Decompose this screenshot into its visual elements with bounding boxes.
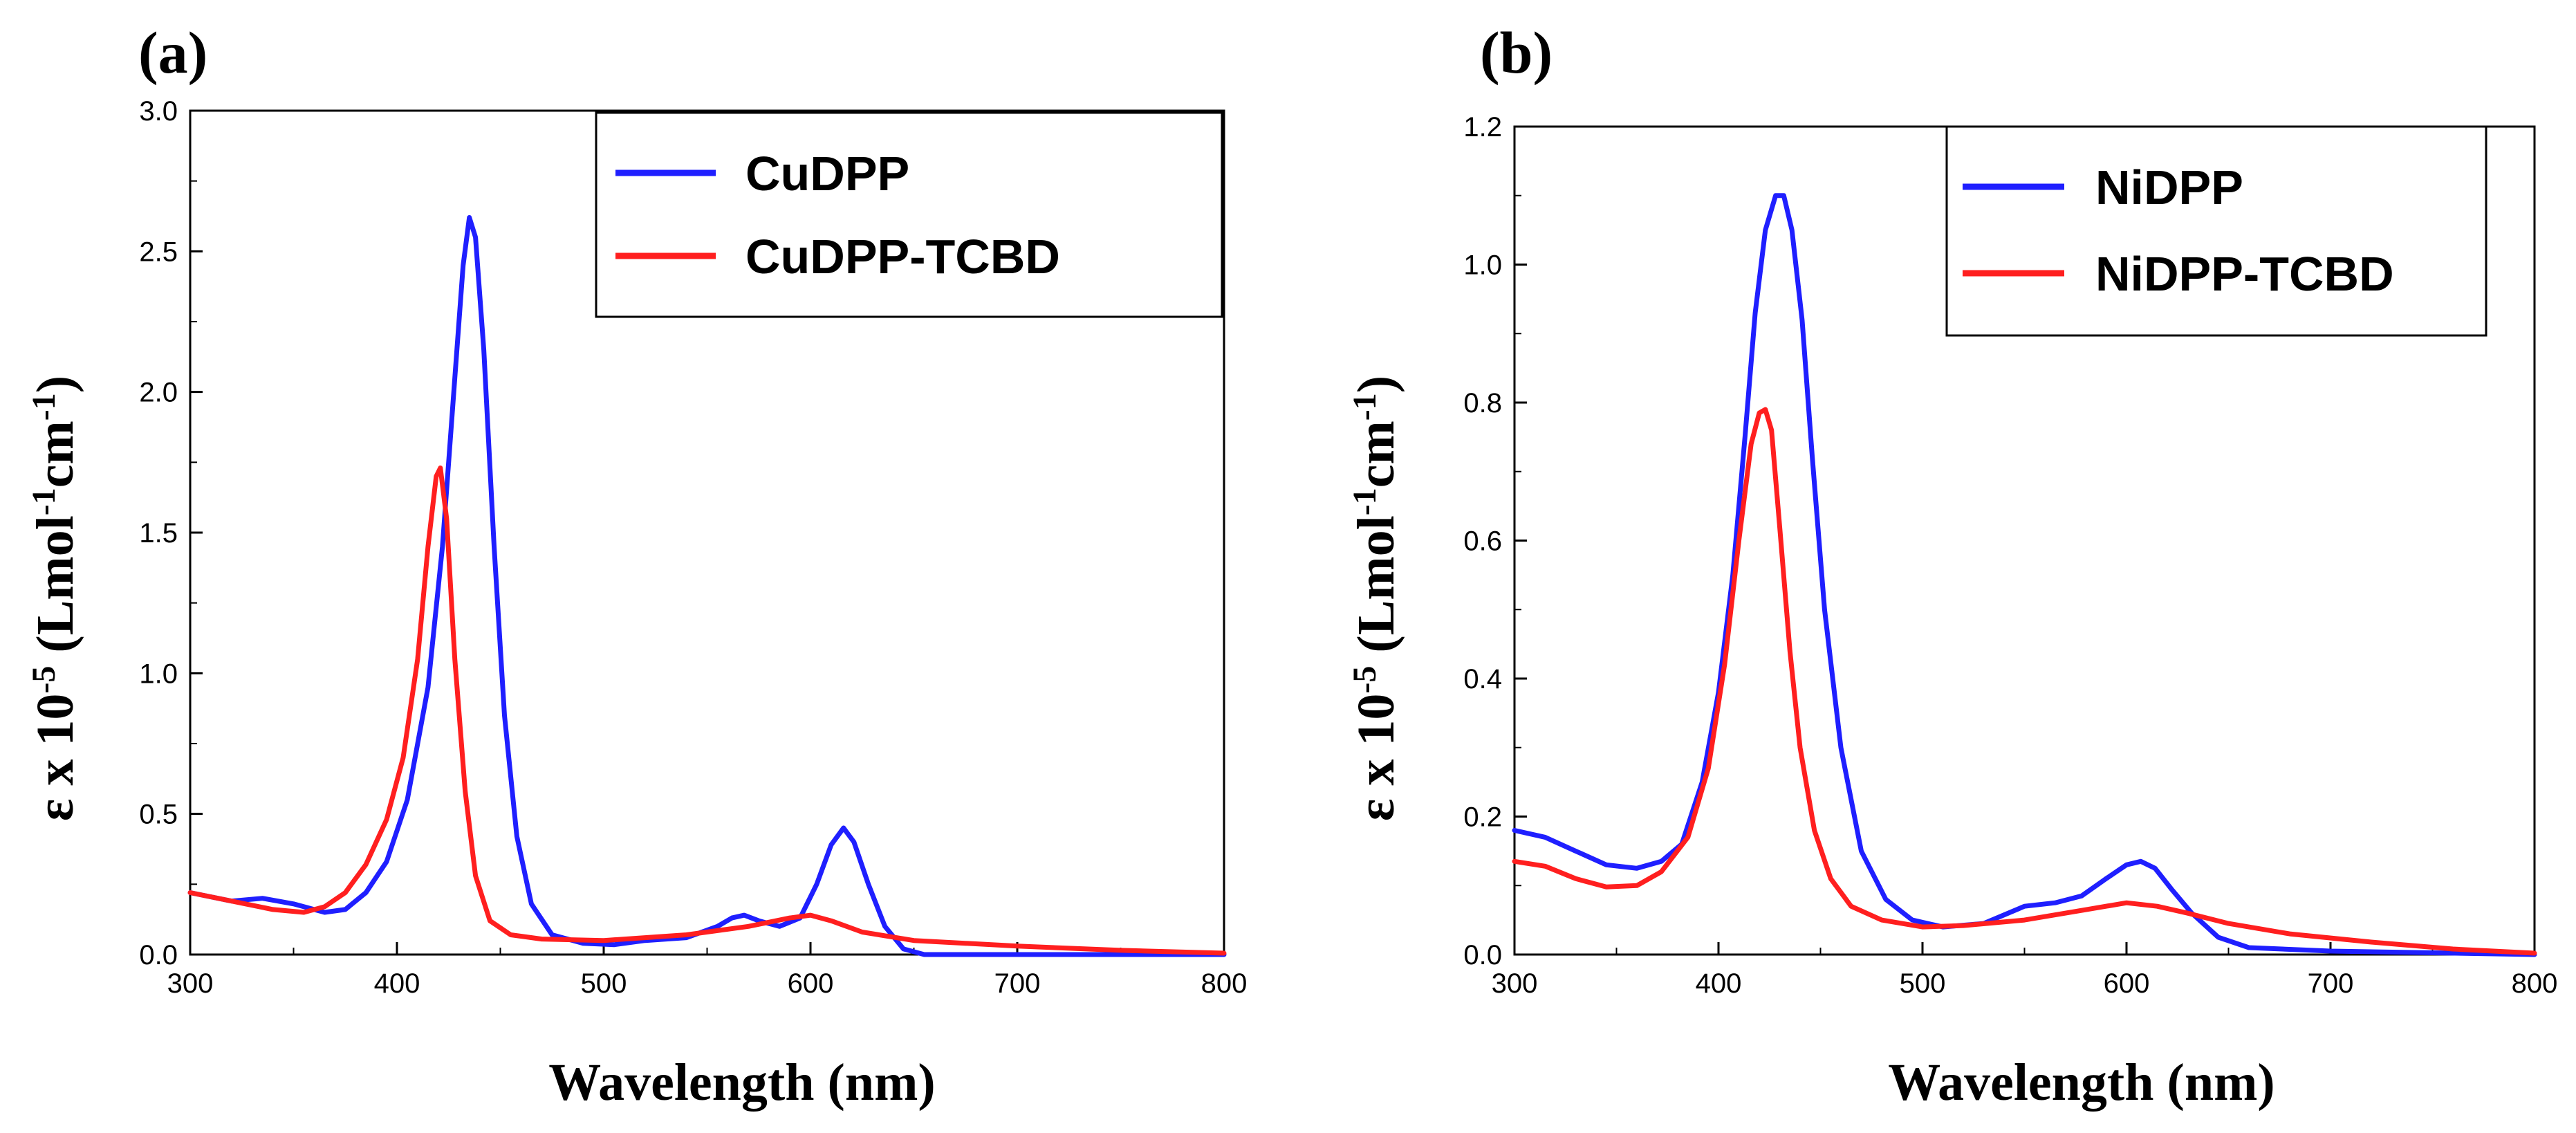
panel-b-y-tick-label: 0.4 — [1463, 664, 1502, 694]
panel-a-x-tick-label: 700 — [994, 968, 1041, 999]
panel-b-y-tick-label: 1.0 — [1463, 250, 1502, 281]
panel-b-x-tick-label: 700 — [2308, 968, 2354, 999]
panel-b-x-tick-label: 300 — [1492, 968, 1538, 999]
panel-b-y-tick-label: 1.2 — [1463, 112, 1502, 142]
panel-a-label: (a) — [138, 19, 207, 86]
panel-a-y-tick-label: 1.0 — [139, 658, 178, 689]
panel-a-y-tick-label: 1.5 — [139, 518, 178, 549]
panel-b-y-axis-title: ε x 10-5 (Lmol-1cm-1) — [1346, 376, 1406, 821]
panel-b-y-tick-label: 0.0 — [1463, 940, 1502, 970]
panel-a-legend-box — [595, 111, 1223, 318]
panel-b-legend-box — [1945, 125, 2487, 337]
panel-b-x-tick-label: 400 — [1696, 968, 1742, 999]
panel-a-x-tick-label: 800 — [1201, 968, 1248, 999]
panel-b-x-tick-label: 600 — [2104, 968, 2150, 999]
panel-a-series-cudpp-tcbd-line — [187, 466, 1227, 956]
panel-b-y-tick-label: 0.2 — [1463, 802, 1502, 833]
panel-a-legend-label-cudpp: CuDPP — [745, 147, 909, 201]
panel-b-x-tick-label: 500 — [1900, 968, 1946, 999]
panel-b-plot-area: 300 400 500 600 700 800 0.0 0.2 0.4 0.6 0.8 1.0 1.2 — [1463, 112, 2557, 999]
panel-a-x-axis-title: Wavelength (nm) — [548, 1053, 935, 1112]
panel-b-x-tick-label: 800 — [2512, 968, 2558, 999]
panel-b-chart: (b) ε x 10-5 (Lmol-1cm-1) Wavelength (nm… — [1346, 19, 2558, 1112]
panel-a-legend: CuDPP CuDPP-TCBD — [595, 111, 1223, 318]
panel-b-x-axis-title: Wavelength (nm) — [1888, 1053, 2274, 1112]
panel-b-series-nidpp-tcbd-line — [1512, 407, 2537, 956]
panel-a-x-tick-label: 300 — [167, 968, 214, 999]
panel-a-y-tick-label: 0.5 — [139, 800, 178, 830]
panel-b-label: (b) — [1480, 19, 1553, 86]
panel-b-series-nidpp-line — [1512, 193, 2537, 957]
panel-a-chart: (a) ε x 10-5 (Lmol-1cm-1) Wavelength (nm… — [26, 19, 1248, 1112]
panel-a-y-tick-label: 3.0 — [139, 96, 178, 127]
panel-b-legend-label-nidpp: NiDPP — [2095, 160, 2243, 214]
panel-a-x-tick-label: 600 — [788, 968, 834, 999]
panel-a-y-tick-label: 0.0 — [139, 940, 178, 970]
panel-a-y-axis-title: ε x 10-5 (Lmol-1cm-1) — [26, 376, 85, 821]
panel-b-legend-label-nidpp-tcbd: NiDPP-TCBD — [2095, 247, 2394, 301]
panel-a-legend-label-cudpp-tcbd: CuDPP-TCBD — [745, 230, 1060, 284]
panel-a-series-cudpp-line — [187, 215, 1227, 957]
panel-a-y-tick-label: 2.0 — [139, 378, 178, 408]
panel-a-x-tick-label: 400 — [374, 968, 420, 999]
panel-a-x-tick-label: 500 — [581, 968, 627, 999]
panel-b-legend: NiDPP NiDPP-TCBD — [1945, 125, 2487, 337]
panel-a-y-tick-label: 2.5 — [139, 237, 178, 267]
panel-a-plot-area: 300 400 500 600 700 800 0.0 0.5 1.0 1.5 2.0 2.5 3.0 — [139, 96, 1247, 999]
panel-b-y-tick-label: 0.6 — [1463, 526, 1502, 557]
panel-b-y-tick-label: 0.8 — [1463, 388, 1502, 418]
